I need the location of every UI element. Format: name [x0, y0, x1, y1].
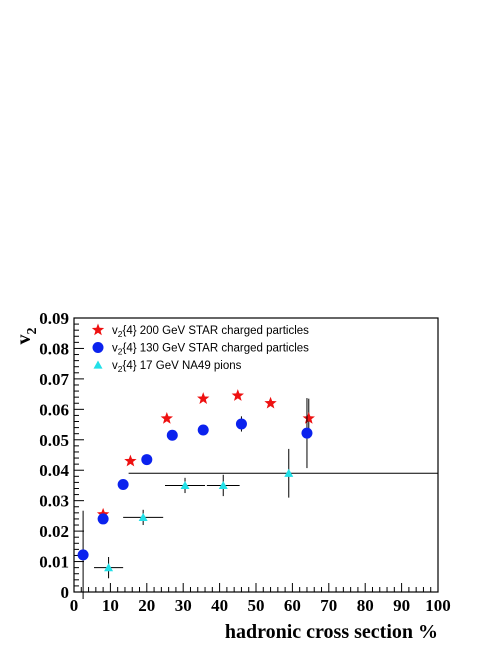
legend: v2{4} 200 GeV STAR charged particles v2{4… [91, 323, 309, 374]
x-tick-label: 20 [138, 596, 155, 615]
x-tick-label: 80 [357, 596, 374, 615]
x-tick-label: 0 [70, 596, 79, 615]
series-star [96, 389, 315, 520]
data-point [124, 454, 137, 467]
x-tick-label: 60 [284, 596, 301, 615]
data-point [218, 480, 228, 490]
data-point [77, 549, 89, 561]
x-tick-label: 10 [102, 596, 119, 615]
y-tick-label: 0.03 [39, 492, 69, 511]
y-axis-title-sub: 2 [25, 328, 40, 335]
legend-marker-triangle [93, 360, 103, 369]
series-circle [77, 398, 313, 600]
legend-entry: v2{4} 130 GeV STAR charged particles [112, 343, 309, 357]
y-tick-label: 0 [61, 583, 70, 602]
y-tick-label: 0.05 [39, 431, 69, 450]
y-tick-label: 0.04 [39, 461, 69, 480]
data-point [104, 563, 114, 572]
y-tick-label: 0.02 [39, 522, 69, 541]
data-point [302, 411, 315, 424]
y-tick-label: 0.08 [39, 339, 69, 358]
data-point [197, 392, 210, 404]
legend-entry: v2{4} 17 GeV NA49 pions [112, 360, 242, 374]
y-axis-title: v2 [13, 328, 40, 345]
series-triangle [94, 448, 438, 579]
legend-entry: v2{4} 200 GeV STAR charged particles [112, 325, 309, 339]
data-point [97, 513, 109, 525]
x-tick-label: 100 [425, 596, 451, 615]
x-tick-label: 70 [320, 596, 337, 615]
data-point [235, 418, 247, 430]
x-tick-label: 30 [175, 596, 192, 615]
data-point [231, 389, 244, 401]
data-point [197, 424, 209, 436]
y-axis-title-main: v [13, 335, 35, 345]
x-tick-label: 90 [393, 596, 410, 615]
data-point [138, 512, 148, 522]
data-point [160, 411, 173, 424]
data-point [180, 480, 190, 490]
y-tick-label: 0.07 [39, 370, 69, 389]
data-point [264, 396, 277, 409]
data-point [284, 468, 294, 477]
data-point [117, 479, 129, 491]
legend-marker-circle [92, 342, 104, 353]
data-point [166, 429, 178, 441]
x-tick-label: 40 [211, 596, 228, 615]
y-tick-label: 0.01 [39, 553, 69, 572]
y-tick-label: 0.09 [39, 309, 69, 328]
y-tick-label: 0.06 [39, 400, 69, 419]
x-tick-label: 50 [248, 596, 265, 615]
x-axis-title: hadronic cross section % [225, 621, 438, 643]
data-point [141, 454, 153, 466]
legend-marker-star [91, 323, 105, 336]
data-point [301, 427, 313, 439]
